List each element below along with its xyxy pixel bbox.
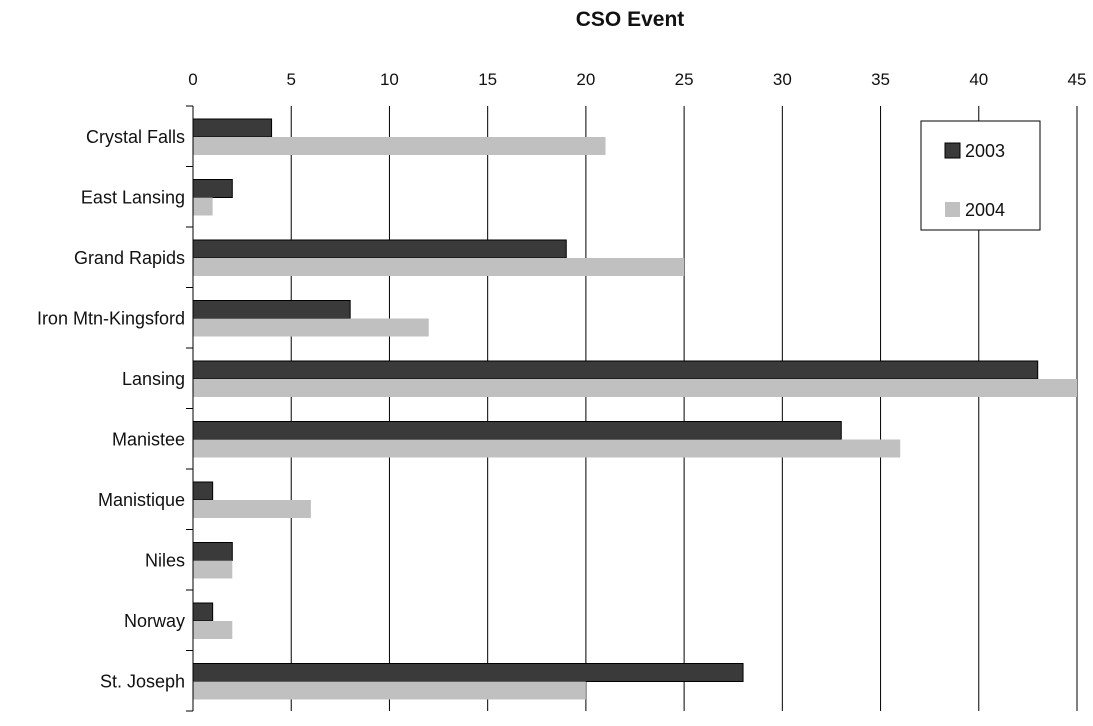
bar-2003: [192, 421, 842, 440]
category-label: Lansing: [122, 369, 185, 389]
bar-2004: [193, 439, 901, 458]
x-tick-label: 35: [871, 70, 890, 89]
category-label: Manistee: [112, 430, 185, 450]
bar-2004: [193, 379, 1077, 397]
x-tick-label: 5: [286, 70, 295, 89]
legend-swatch-2004: [945, 202, 960, 217]
category-label: Crystal Falls: [86, 127, 185, 147]
bar-2004: [193, 258, 685, 276]
bar-2003: [192, 360, 1039, 380]
x-tick-label: 40: [969, 70, 988, 89]
category-label: Iron Mtn-Kingsford: [37, 309, 185, 329]
bar-2003: [192, 239, 567, 259]
bar-2003: [192, 179, 233, 198]
x-tick-label: 10: [380, 70, 399, 89]
x-tick-label: 45: [1068, 70, 1087, 89]
bar-2004: [193, 197, 213, 216]
bar-2004: [193, 137, 606, 155]
legend-label-2003: 2003: [965, 141, 1005, 161]
x-tick-label: 20: [576, 70, 595, 89]
bar-2004: [193, 560, 233, 579]
bar-2003: [192, 300, 351, 319]
legend-box: [920, 120, 1041, 231]
bar-2004: [193, 500, 311, 518]
x-tick-label: 30: [773, 70, 792, 89]
bar-2004: [193, 318, 429, 337]
category-label: Niles: [145, 551, 185, 571]
category-label: St. Joseph: [100, 672, 185, 692]
x-tick-label: 15: [478, 70, 497, 89]
bar-2003: [192, 118, 273, 138]
category-label: Grand Rapids: [74, 248, 185, 268]
category-label: Norway: [124, 611, 185, 631]
bar-2003: [192, 663, 744, 682]
bar-2004: [193, 681, 586, 700]
legend-swatch-2003: [944, 142, 961, 159]
bar-2003: [192, 602, 214, 622]
bar-2004: [193, 621, 233, 639]
category-label: Manistique: [98, 490, 185, 510]
bar-2003: [192, 481, 214, 501]
x-tick-label: 25: [675, 70, 694, 89]
category-label: East Lansing: [81, 188, 185, 208]
x-tick-label: 0: [188, 70, 197, 89]
bar-2003: [192, 542, 233, 561]
legend-label-2004: 2004: [965, 200, 1005, 220]
